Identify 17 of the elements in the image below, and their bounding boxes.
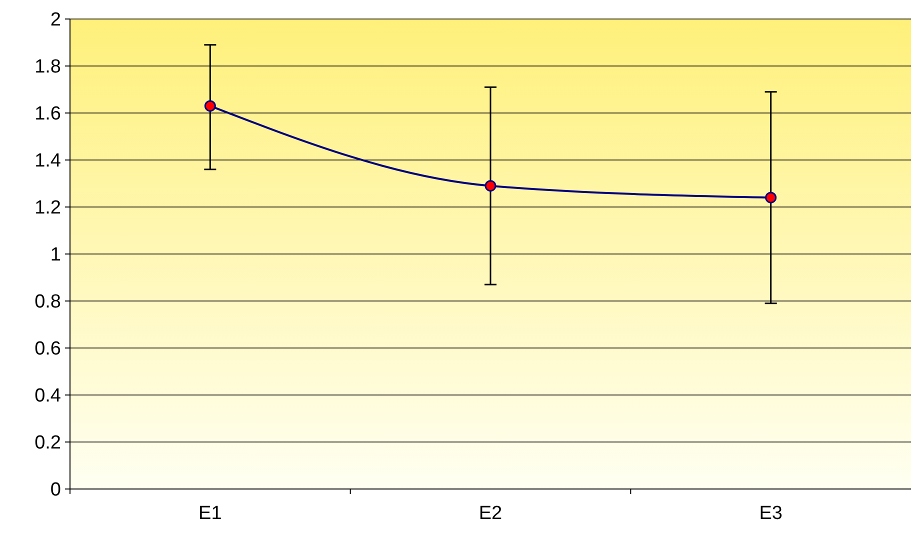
y-tick-label: 0.6: [34, 338, 61, 360]
y-tick-label: 1.4: [34, 150, 62, 172]
y-tick-label: 1.8: [34, 56, 61, 78]
point: [484, 180, 496, 192]
y-tick-label: 0.4: [34, 386, 62, 407]
x-tick-label: E3: [759, 503, 782, 524]
y-tick-label: 0.2: [34, 432, 61, 454]
y-tick-label: 1.2: [34, 198, 61, 219]
y-tick-label: 1: [50, 244, 61, 266]
point: [765, 192, 777, 204]
point: [204, 100, 216, 112]
y-tick-label: 0.8: [34, 292, 61, 313]
y-tick-label: 0: [50, 480, 61, 501]
x-tick-label: E1: [198, 503, 222, 524]
x-tick-label: E2: [478, 503, 502, 524]
y-tick-label: 2: [50, 10, 61, 31]
y-tick-label: 1.6: [34, 104, 61, 125]
